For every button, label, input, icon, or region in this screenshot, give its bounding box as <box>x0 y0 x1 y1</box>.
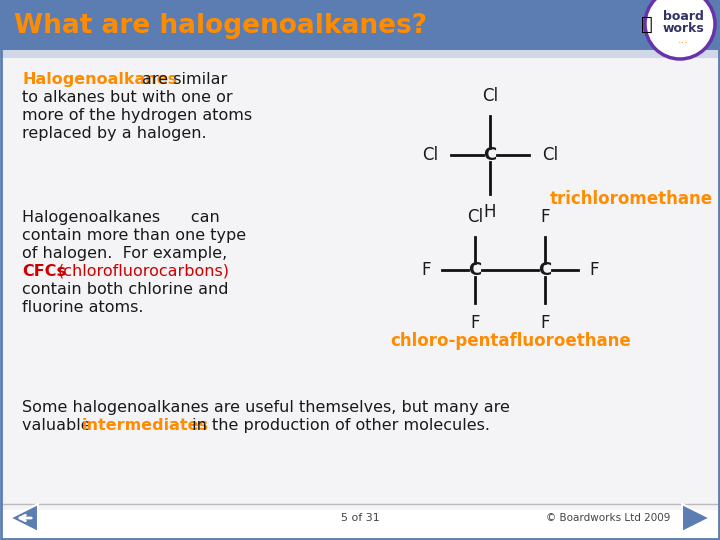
Text: F: F <box>540 314 550 332</box>
Text: to alkanes but with one or: to alkanes but with one or <box>22 90 233 105</box>
Text: 5 of 31: 5 of 31 <box>341 513 379 523</box>
Text: in the production of other molecules.: in the production of other molecules. <box>187 418 490 433</box>
Text: C: C <box>483 146 497 164</box>
Text: F: F <box>589 261 598 279</box>
Text: Some halogenoalkanes are useful themselves, but many are: Some halogenoalkanes are useful themselv… <box>22 400 510 415</box>
Text: F: F <box>421 261 431 279</box>
Text: What are halogenoalkanes?: What are halogenoalkanes? <box>14 13 427 39</box>
Text: contain both chlorine and: contain both chlorine and <box>22 282 228 297</box>
Text: Halogenoalkanes      can: Halogenoalkanes can <box>22 210 220 225</box>
Text: replaced by a halogen.: replaced by a halogen. <box>22 126 207 141</box>
Text: fluorine atoms.: fluorine atoms. <box>22 300 143 315</box>
FancyBboxPatch shape <box>0 0 720 52</box>
Text: F: F <box>540 208 550 226</box>
Text: CFCs: CFCs <box>22 264 66 279</box>
Text: board: board <box>662 10 703 23</box>
Polygon shape <box>10 504 38 532</box>
Text: ...: ... <box>678 35 688 45</box>
Text: of halogen.  For example,: of halogen. For example, <box>22 246 228 261</box>
Text: contain more than one type: contain more than one type <box>22 228 246 243</box>
Text: C: C <box>469 261 482 279</box>
Text: trichloromethane: trichloromethane <box>550 190 713 208</box>
Text: (chlorofluorocarbons): (chlorofluorocarbons) <box>58 264 230 279</box>
Text: valuable: valuable <box>22 418 96 433</box>
Text: Cl: Cl <box>422 146 438 164</box>
Text: Cl: Cl <box>482 87 498 105</box>
FancyBboxPatch shape <box>2 32 718 510</box>
Text: Cl: Cl <box>467 208 483 226</box>
Text: Halogenoalkanes: Halogenoalkanes <box>22 72 177 87</box>
Text: are similar: are similar <box>142 72 228 87</box>
Text: © Boardworks Ltd 2009: © Boardworks Ltd 2009 <box>546 513 670 523</box>
Text: H: H <box>484 203 496 221</box>
Text: chloro-pentafluoroethane: chloro-pentafluoroethane <box>390 332 631 350</box>
Text: more of the hydrogen atoms: more of the hydrogen atoms <box>22 108 252 123</box>
Text: 📖: 📖 <box>641 15 653 33</box>
Circle shape <box>645 0 715 59</box>
Text: Cl: Cl <box>542 146 558 164</box>
Text: F: F <box>470 314 480 332</box>
FancyBboxPatch shape <box>0 50 720 58</box>
Text: intermediates: intermediates <box>82 418 209 433</box>
Text: C: C <box>539 261 552 279</box>
Polygon shape <box>682 504 710 532</box>
Text: works: works <box>662 23 704 36</box>
